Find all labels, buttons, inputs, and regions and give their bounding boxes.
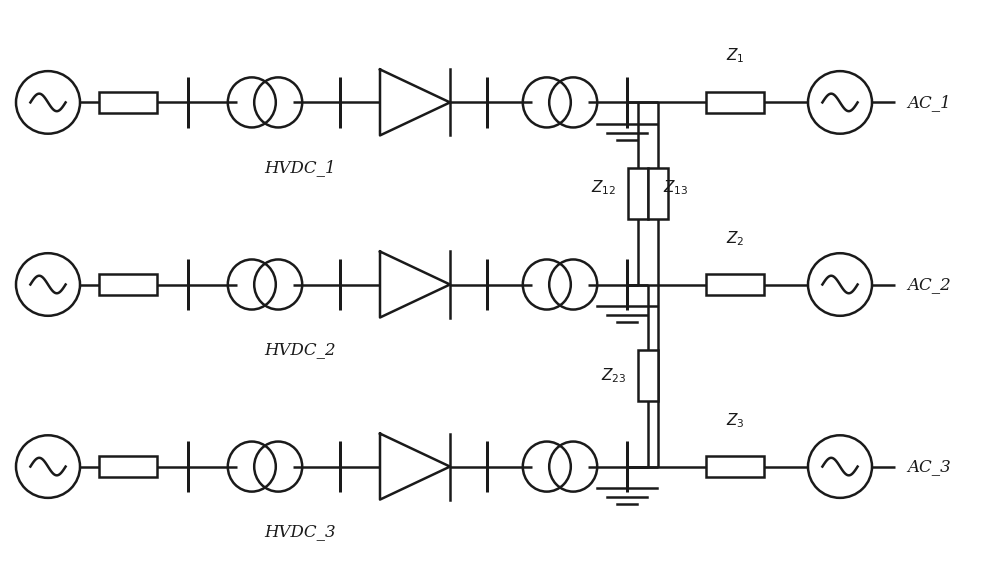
Text: HVDC_3: HVDC_3 bbox=[264, 523, 336, 541]
Text: HVDC_1: HVDC_1 bbox=[264, 159, 336, 176]
Text: AC_2: AC_2 bbox=[907, 276, 951, 293]
Bar bbox=[628, 168, 648, 219]
Text: AC_1: AC_1 bbox=[907, 94, 951, 111]
Bar bbox=[648, 168, 668, 219]
Text: AC_3: AC_3 bbox=[907, 458, 951, 475]
Bar bbox=[638, 350, 658, 401]
Bar bbox=[99, 92, 157, 113]
Bar bbox=[99, 456, 157, 477]
Bar bbox=[706, 274, 764, 295]
Text: $Z_2$: $Z_2$ bbox=[726, 229, 744, 248]
Text: HVDC_2: HVDC_2 bbox=[264, 341, 336, 358]
Bar bbox=[706, 456, 764, 477]
Bar bbox=[706, 92, 764, 113]
Text: $Z_{23}$: $Z_{23}$ bbox=[601, 366, 626, 385]
Text: $Z_3$: $Z_3$ bbox=[726, 411, 744, 430]
Text: $Z_{12}$: $Z_{12}$ bbox=[591, 179, 616, 197]
Text: $Z_{13}$: $Z_{13}$ bbox=[663, 179, 688, 197]
Bar bbox=[99, 274, 157, 295]
Text: $Z_1$: $Z_1$ bbox=[726, 47, 744, 65]
